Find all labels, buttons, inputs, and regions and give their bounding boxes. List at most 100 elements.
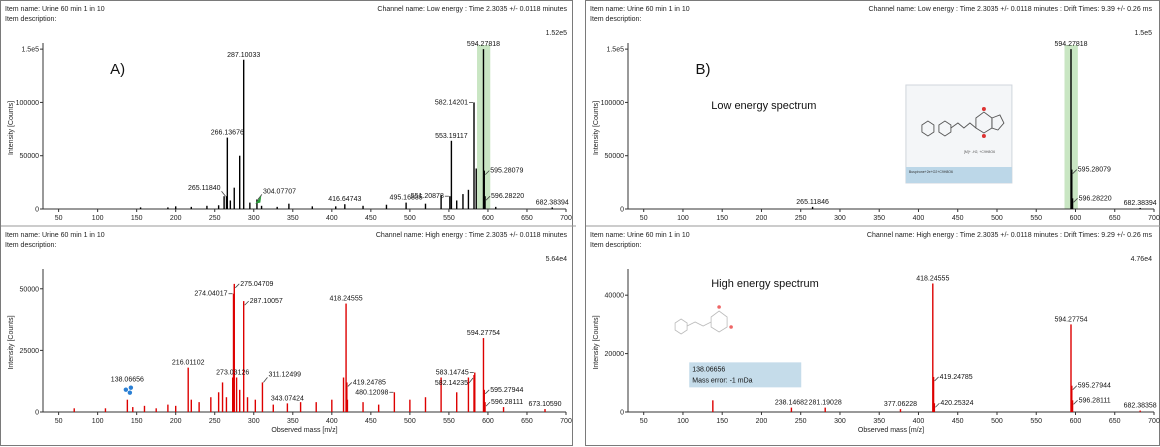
callout-mass: 138.06656 <box>692 366 725 373</box>
item-description: Item description: <box>5 242 56 249</box>
y-tick-label: 1.5e5 <box>21 47 39 54</box>
x-tick-label: 450 <box>952 418 964 425</box>
x-tick-label: 650 <box>1109 418 1121 425</box>
spectra-panel-a: Item name: Urine 60 min 1 in 10 Item desc… <box>0 0 576 446</box>
x-tick-label: 550 <box>1030 418 1042 425</box>
x-axis-label: Observed mass [m/z] <box>271 427 337 434</box>
spectra-panel-b: Item name: Urine 60 min 1 in 10 Item desc… <box>585 0 1160 446</box>
scale-label: 4.76e4 <box>1131 256 1153 263</box>
blue-dot <box>128 385 134 390</box>
peak-label: 682.38358 <box>1124 403 1157 410</box>
peak-label: 594.27754 <box>467 330 500 337</box>
peak-label: 495.16835 <box>390 195 423 202</box>
x-tick-label: 250 <box>795 215 807 222</box>
peak-label: 420.25324 <box>940 400 973 407</box>
x-tick-label: 350 <box>287 418 299 425</box>
inset-caption-bar <box>905 167 1012 183</box>
x-tick-label: 200 <box>170 418 182 425</box>
peak-label-leader <box>347 382 353 387</box>
x-tick-label: 550 <box>443 215 455 222</box>
peak-label-leader <box>484 389 490 395</box>
x-tick-label: 50 <box>640 418 648 425</box>
blue-dot <box>127 390 133 395</box>
peak-label: 416.64743 <box>328 196 361 203</box>
x-tick-label: 700 <box>1148 418 1160 425</box>
item-name: Item name: Urine 60 min 1 in 10 <box>590 232 690 239</box>
x-tick-label: 450 <box>952 215 964 222</box>
x-tick-label: 150 <box>131 418 143 425</box>
mass-callout: 138.06656 Mass error: -1 mDa <box>689 362 802 388</box>
x-tick-label: 300 <box>248 418 260 425</box>
peak-label: 275.04709 <box>240 281 273 288</box>
oxygen-atom-3 <box>717 305 721 309</box>
item-name: Item name: Urine 60 min 1 in 10 <box>590 6 690 13</box>
y-tick-label: 0 <box>620 207 624 214</box>
x-tick-label: 650 <box>521 418 533 425</box>
scale-label: 1.5e5 <box>1134 30 1152 37</box>
peak-label-leader <box>263 377 268 383</box>
x-tick-label: 100 <box>92 418 104 425</box>
chain-a <box>686 321 712 327</box>
x-tick-label: 450 <box>365 215 377 222</box>
x-tick-label: 600 <box>1070 215 1082 222</box>
peak-label: 138.06656 <box>111 377 144 384</box>
peak-label-leader <box>484 170 490 175</box>
x-tick-label: 250 <box>209 418 221 425</box>
x-tick-label: 700 <box>1148 215 1160 222</box>
peak-label: 596.28220 <box>491 193 524 200</box>
item-description: Item description: <box>590 16 641 23</box>
x-tick-label: 400 <box>326 418 338 425</box>
y-tick-label: 0 <box>35 410 39 417</box>
channel-name: Channel name: High energy : Time 2.3035 … <box>376 232 568 239</box>
y-axis-label: Intensity [Counts] <box>8 101 15 155</box>
mass-callout-bg <box>689 362 802 388</box>
x-tick-label: 400 <box>913 215 925 222</box>
blue-dots-icon <box>123 385 134 395</box>
peak-label: 343.07424 <box>271 395 304 402</box>
peak-label: 419.24785 <box>353 379 386 386</box>
x-tick-label: 150 <box>716 418 728 425</box>
green-arrow-icon <box>255 195 262 204</box>
peak-label: 287.10057 <box>250 298 283 305</box>
y-tick-label: 50000 <box>20 286 40 293</box>
ring-1 <box>921 120 935 137</box>
peak-label: 595.28079 <box>490 168 523 175</box>
x-tick-label: 250 <box>209 215 221 222</box>
peak-label: 582.14235 <box>435 380 468 387</box>
peak-label: 596.28111 <box>1079 397 1111 404</box>
peak-label-leader <box>485 401 491 407</box>
y-tick-label: 40000 <box>605 293 625 300</box>
y-tick-label: 1.5e5 <box>606 47 624 54</box>
peak-label: 595.27944 <box>490 387 523 394</box>
peak-label-leader <box>934 376 939 382</box>
x-tick-label: 50 <box>640 215 648 222</box>
channel-name: Channel name: Low energy : Time 2.3035 +… <box>868 6 1152 13</box>
scale-label: 5.64e4 <box>546 256 568 263</box>
scale-label: 1.52e5 <box>546 30 568 37</box>
peak-label: 480.12098 <box>355 389 388 396</box>
x-tick-label: 600 <box>482 215 494 222</box>
x-tick-label: 150 <box>716 215 728 222</box>
x-tick-label: 600 <box>1070 418 1082 425</box>
chain <box>950 122 977 129</box>
callout-error: Mass error: -1 mDa <box>692 377 752 384</box>
spectrum-annotation: Low energy spectrum <box>711 100 816 112</box>
y-axis-label: Intensity [Counts] <box>593 315 600 369</box>
peak-label-leader <box>1072 169 1078 174</box>
x-tick-label: 450 <box>365 418 377 425</box>
item-description: Item description: <box>5 16 56 23</box>
oxygen-atom-4 <box>729 325 733 329</box>
peak-label-leader <box>235 283 240 289</box>
ring-2 <box>938 120 952 137</box>
peak-label-leader <box>1073 400 1078 405</box>
x-tick-label: 350 <box>287 215 299 222</box>
x-tick-label: 200 <box>756 418 768 425</box>
structure-inset-bg <box>905 84 1013 184</box>
y-tick-label: 0 <box>620 410 624 417</box>
peak-label: 238.14682 <box>775 400 808 407</box>
peak-label-leader <box>257 194 263 200</box>
x-tick-label: 700 <box>560 418 572 425</box>
peak-label: 287.10033 <box>227 52 260 59</box>
peak-label: 673.10590 <box>528 401 561 408</box>
peak-label: 551.20878 <box>411 193 444 200</box>
